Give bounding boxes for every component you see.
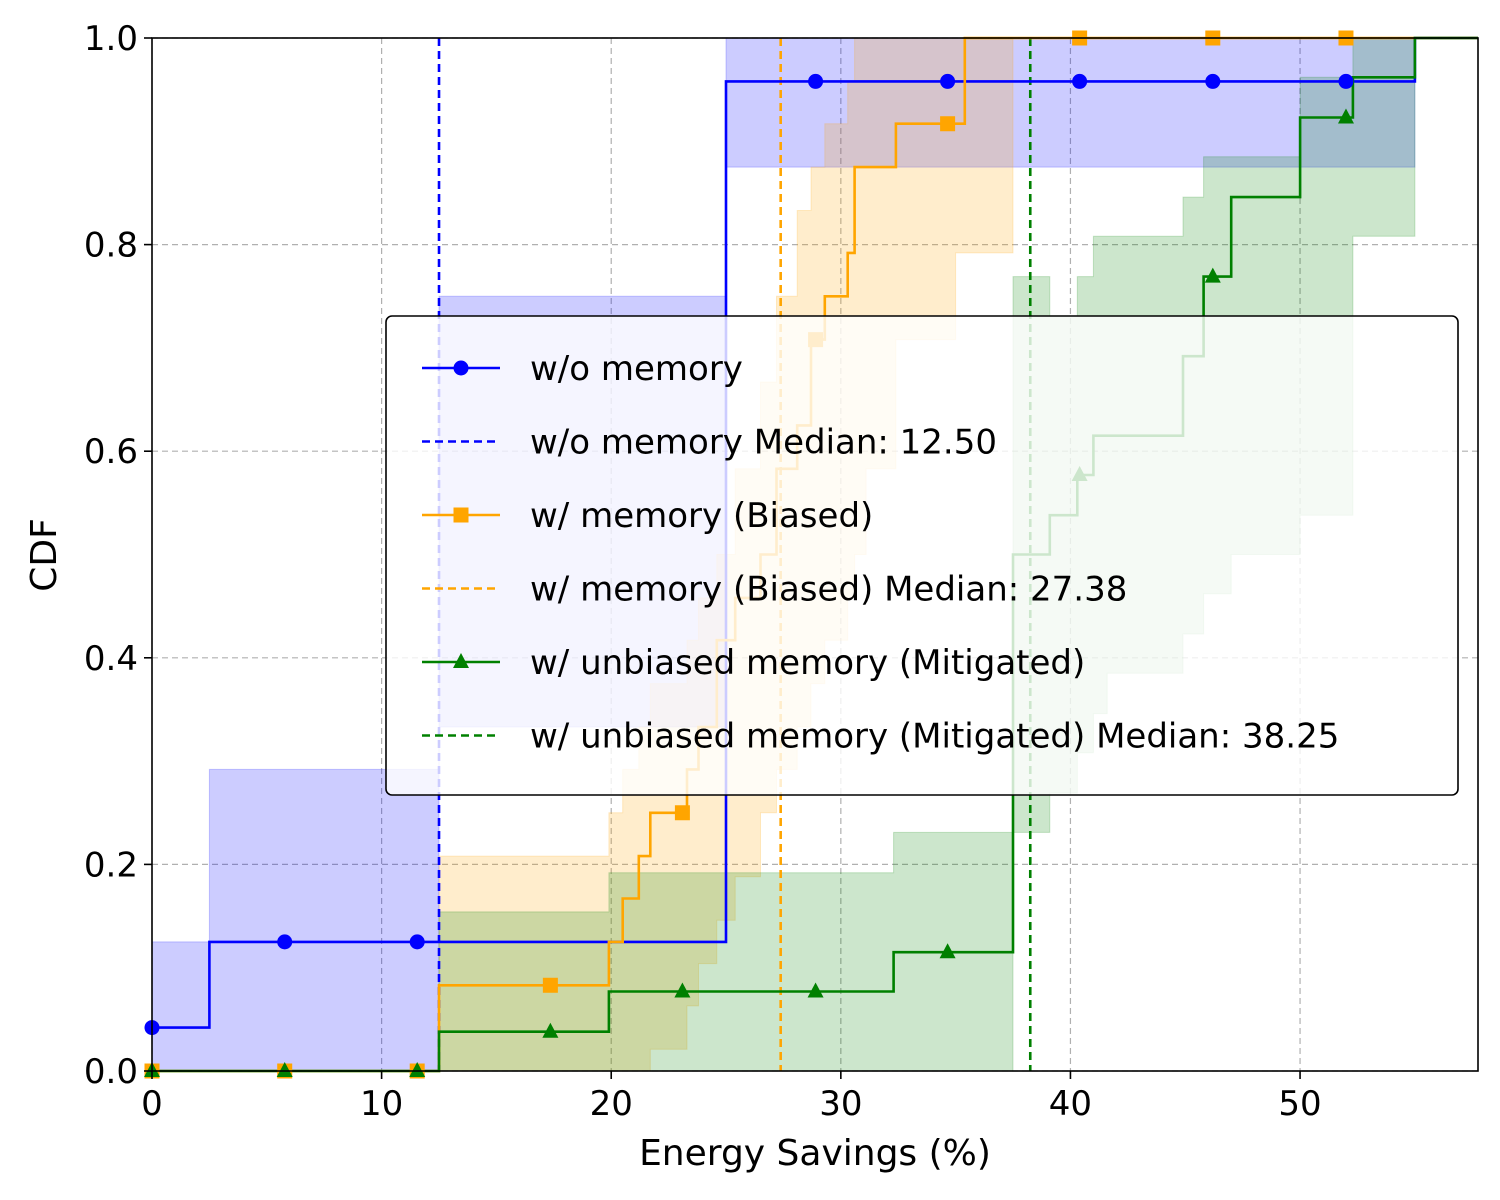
y-tick-label: 0.8 (84, 226, 138, 266)
cdf-marker-2-2 (409, 1062, 426, 1077)
legend-swatch-marker-4 (453, 653, 469, 668)
cdf-marker-0-7 (1338, 73, 1354, 89)
x-tick-label: 0 (141, 1084, 163, 1124)
cdf-marker-1-4 (674, 805, 690, 821)
cdf-marker-0-2 (409, 934, 425, 950)
y-tick-label: 0.4 (84, 639, 138, 679)
y-tick-label: 0.6 (84, 432, 138, 472)
legend-label-4: w/ unbiased memory (Mitigated) (530, 643, 1085, 683)
x-axis-title: Energy Savings (%) (639, 1133, 991, 1174)
cdf-marker-0-6 (1205, 73, 1221, 89)
legend-label-1: w/o memory Median: 12.50 (530, 423, 997, 463)
cdf-marker-0-5 (1072, 73, 1088, 89)
legend-box (385, 315, 1459, 796)
x-tick-label: 30 (819, 1084, 862, 1124)
cdf-marker-2-9 (1337, 108, 1354, 124)
axis-ticks: 0 10 20 30 40 50 0.0 0.2 0.4 0.6 0.8 1.0 (84, 19, 1322, 1124)
y-tick-label: 0.2 (84, 845, 138, 885)
cdf-marker-2-1 (276, 1062, 293, 1077)
legend-label-0: w/o memory (530, 349, 743, 389)
x-tick-label: 40 (1049, 1084, 1092, 1124)
legend-swatch-marker-2 (453, 507, 469, 523)
cdf-marker-2-5 (807, 982, 824, 998)
x-tick-label: 50 (1278, 1084, 1321, 1124)
cdf-marker-0-3 (808, 73, 824, 89)
cdf-marker-2-4 (674, 982, 691, 998)
plot-frame (151, 37, 1479, 1072)
legend: w/o memory w/o memory Median: 12.50 w/ mem… (385, 315, 1459, 796)
cdf-marker-2-3 (542, 1022, 559, 1038)
x-tick-label: 10 (360, 1084, 403, 1124)
x-tick-label: 20 (590, 1084, 633, 1124)
y-tick-label: 0.0 (84, 1052, 138, 1092)
legend-label-5: w/ unbiased memory (Mitigated) Median: 3… (530, 717, 1339, 757)
cdf-marker-0-1 (277, 934, 293, 950)
cdf-marker-1-6 (940, 116, 956, 132)
y-tick-label: 1.0 (84, 19, 138, 59)
legend-swatch-marker-0 (453, 360, 469, 376)
median-lines (437, 38, 1032, 1071)
legend-label-3: w/ memory (Biased) Median: 27.38 (530, 570, 1127, 610)
legend-label-2: w/ memory (Biased) (530, 496, 873, 536)
cdf-marker-0-4 (940, 73, 956, 89)
y-axis-title: CDF (24, 518, 65, 592)
cdf-marker-1-3 (542, 977, 558, 993)
cdf-marker-2-6 (939, 943, 956, 959)
cdf-marker-2-8 (1204, 267, 1221, 283)
